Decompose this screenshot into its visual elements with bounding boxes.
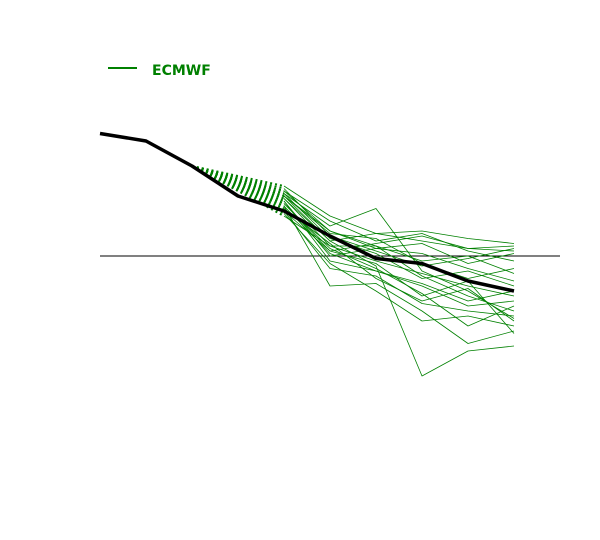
ensemble-member	[283, 188, 515, 267]
ensemble-member	[283, 213, 515, 327]
ensemble-member	[283, 203, 515, 334]
ensemble-member	[283, 205, 515, 344]
ensemble-member	[283, 198, 515, 244]
legend-label: ECMWF	[152, 63, 211, 79]
ensemble-member	[283, 210, 515, 317]
lead-in	[191, 165, 285, 200]
ensemble-member	[283, 203, 515, 327]
lead-in	[191, 165, 285, 190]
lead-in	[191, 165, 285, 197]
reference-series	[99, 131, 515, 293]
ensemble-member	[283, 193, 515, 319]
lead-in	[191, 165, 285, 205]
ensemble-member	[283, 208, 515, 322]
lead-in	[191, 165, 285, 212]
ensemble-member	[283, 200, 515, 307]
ensemble-member	[283, 200, 515, 282]
ensemble-member	[283, 205, 515, 302]
ensemble-member	[283, 198, 515, 274]
ensemble-member	[283, 195, 515, 264]
ensemble-member	[283, 190, 515, 262]
ensemble-member	[283, 195, 515, 377]
